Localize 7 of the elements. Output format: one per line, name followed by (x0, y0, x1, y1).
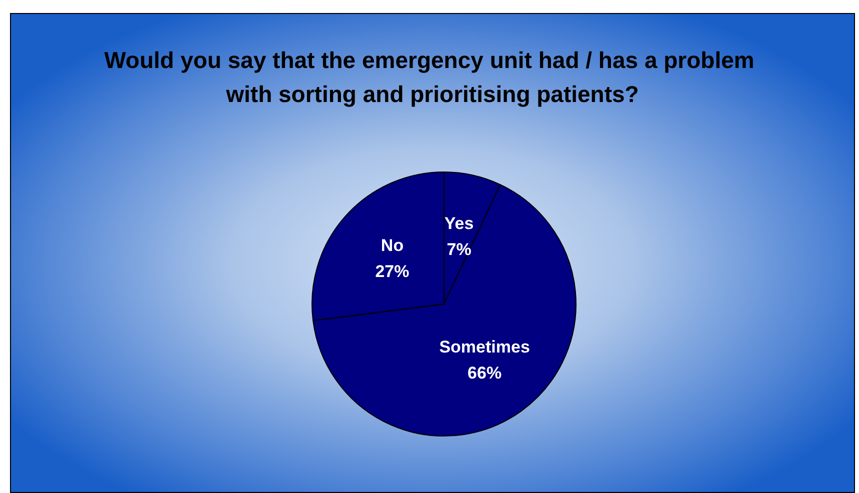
slice-label: Sometimes (439, 337, 530, 356)
slice-label: No (380, 236, 404, 255)
data-label: 66% (468, 363, 502, 382)
data-label: 27% (375, 262, 410, 281)
chart-title: Would you say that the emergency unit had / has a problem with sorting and prioritising patients? (104, 47, 761, 107)
slice-label: Yes (444, 214, 474, 234)
data-label: 7% (446, 240, 472, 260)
